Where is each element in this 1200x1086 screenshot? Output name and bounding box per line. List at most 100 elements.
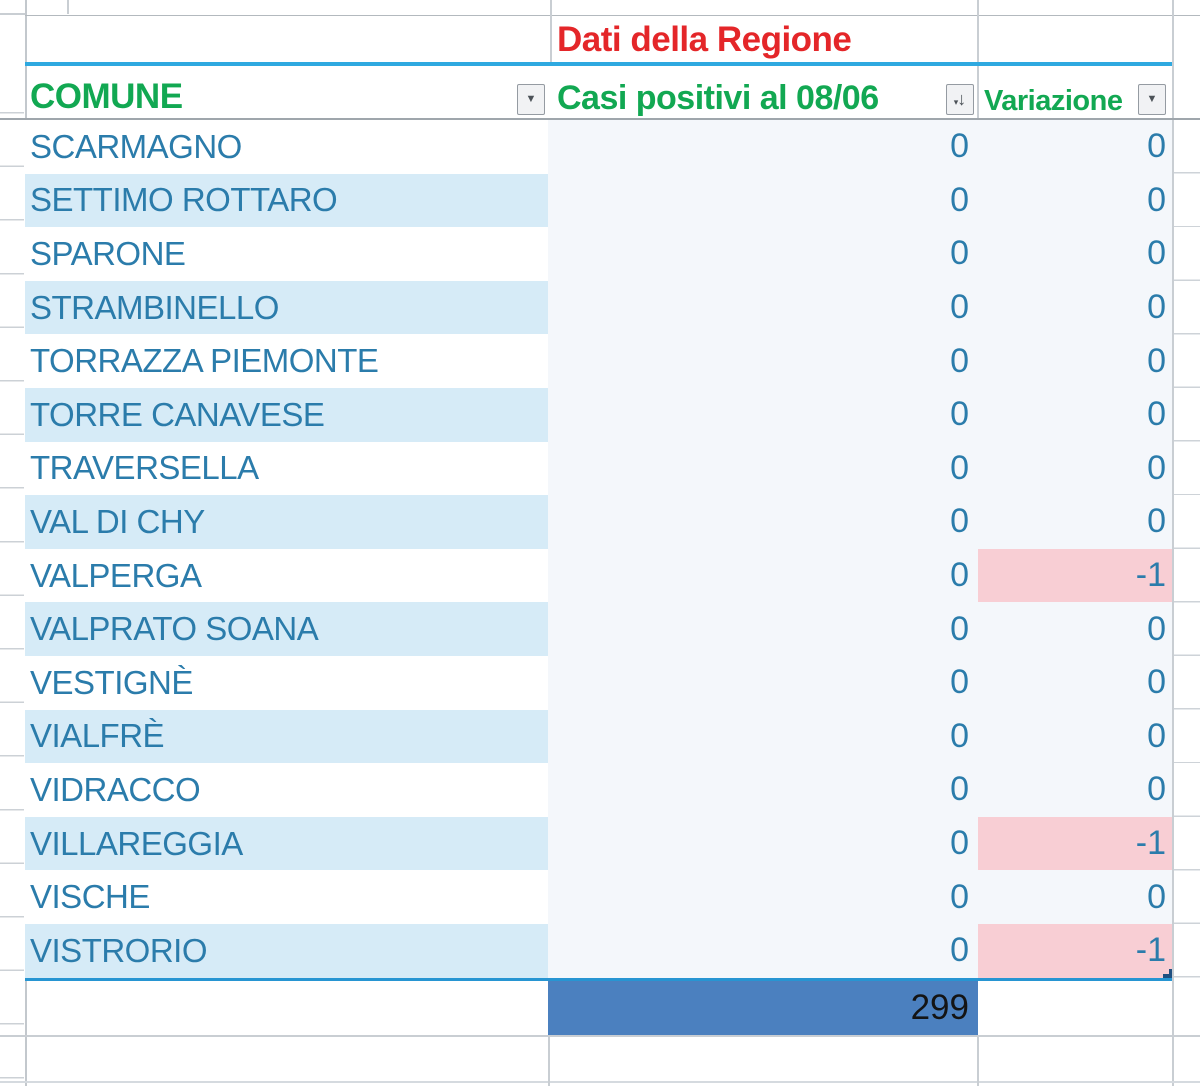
comune-cell[interactable]: STRAMBINELLO	[25, 280, 548, 335]
gridline	[977, 0, 979, 118]
comune-label: TORRAZZA PIEMONTE	[30, 342, 379, 380]
comune-cell[interactable]: VISTRORIO	[25, 923, 548, 978]
casi-cell[interactable]: 0	[548, 816, 978, 871]
comune-label: VILLAREGGIA	[30, 824, 243, 862]
casi-value: 0	[950, 448, 969, 487]
comune-cell[interactable]: TORRAZZA PIEMONTE	[25, 334, 548, 388]
comune-cell[interactable]: SPARONE	[25, 227, 548, 281]
variazione-cell[interactable]: -1	[978, 923, 1172, 978]
casi-cell[interactable]: 0	[548, 923, 978, 978]
right-gutter-gridlines	[1174, 120, 1200, 978]
table-row: TORRAZZA PIEMONTE 0 0	[25, 334, 1172, 388]
comune-cell[interactable]: VIDRACCO	[25, 763, 548, 817]
variazione-value: 0	[1147, 288, 1166, 327]
variazione-value: 0	[1147, 877, 1166, 916]
table-row: SCARMAGNO 0 0	[25, 120, 1172, 174]
variazione-value: 0	[1147, 341, 1166, 380]
casi-cell[interactable]: 0	[548, 763, 978, 817]
table-row: VAL DI CHY 0 0	[25, 495, 1172, 549]
variazione-value: 0	[1147, 395, 1166, 434]
comune-cell[interactable]: SCARMAGNO	[25, 120, 548, 174]
variazione-filter-button[interactable]: ▼	[1138, 84, 1166, 115]
variazione-value: 0	[1147, 127, 1166, 166]
table-bottom-border	[25, 977, 1172, 981]
variazione-cell[interactable]: 0	[978, 441, 1172, 496]
total-cell[interactable]: 299	[548, 981, 978, 1035]
variazione-cell[interactable]: 0	[978, 120, 1172, 174]
table-row: TORRE CANAVESE 0 0	[25, 387, 1172, 442]
left-gutter-gridlines	[0, 112, 24, 1086]
casi-cell[interactable]: 0	[548, 602, 978, 656]
table-resize-handle[interactable]	[1163, 974, 1172, 978]
variazione-cell[interactable]: 0	[978, 709, 1172, 764]
column-header-comune[interactable]: COMUNE	[30, 77, 183, 116]
comune-cell[interactable]: VALPERGA	[25, 548, 548, 603]
variazione-value: 0	[1147, 609, 1166, 648]
comune-cell[interactable]: TRAVERSELLA	[25, 441, 548, 496]
variazione-cell[interactable]: -1	[978, 816, 1172, 871]
casi-sort-filter-button[interactable]: ▾ ↓	[946, 84, 974, 115]
comune-label: VIALFRÈ	[30, 717, 165, 755]
variazione-cell[interactable]: 0	[978, 655, 1172, 710]
comune-label: STRAMBINELLO	[30, 288, 279, 326]
variazione-value: 0	[1147, 234, 1166, 273]
table-row: VISTRORIO 0 -1	[25, 923, 1172, 978]
dropdown-icon: ▼	[525, 93, 537, 105]
table-row: TRAVERSELLA 0 0	[25, 441, 1172, 496]
comune-cell[interactable]: VIALFRÈ	[25, 709, 548, 764]
casi-value: 0	[950, 502, 969, 541]
variazione-value: 0	[1147, 663, 1166, 702]
casi-value: 0	[950, 341, 969, 380]
total-value: 299	[910, 988, 969, 1027]
comune-label: VISCHE	[30, 878, 150, 916]
comune-label: SPARONE	[30, 234, 186, 272]
comune-cell[interactable]: VESTIGNÈ	[25, 655, 548, 710]
casi-cell[interactable]: 0	[548, 441, 978, 496]
comune-label: SETTIMO ROTTARO	[30, 181, 338, 219]
casi-cell[interactable]: 0	[548, 548, 978, 603]
variazione-cell[interactable]: 0	[978, 602, 1172, 656]
comune-filter-button[interactable]: ▼	[517, 84, 545, 115]
casi-cell[interactable]: 0	[548, 227, 978, 281]
column-header-variazione[interactable]: Variazione	[984, 85, 1123, 117]
casi-cell[interactable]: 0	[548, 870, 978, 924]
comune-cell[interactable]: TORRE CANAVESE	[25, 387, 548, 442]
table-resize-handle[interactable]	[1168, 969, 1172, 978]
comune-cell[interactable]: VALPRATO SOANA	[25, 602, 548, 656]
comune-cell[interactable]: VISCHE	[25, 870, 548, 924]
variazione-cell[interactable]: 0	[978, 173, 1172, 228]
casi-cell[interactable]: 0	[548, 334, 978, 388]
column-header-casi-positivi[interactable]: Casi positivi al 08/06	[557, 79, 879, 117]
casi-cell[interactable]: 0	[548, 173, 978, 228]
table-row: STRAMBINELLO 0 0	[25, 280, 1172, 335]
variazione-cell[interactable]: 0	[978, 227, 1172, 281]
table-top-border	[25, 62, 1172, 66]
variazione-cell[interactable]: 0	[978, 280, 1172, 335]
gridline	[550, 0, 552, 62]
casi-cell[interactable]: 0	[548, 655, 978, 710]
casi-cell[interactable]: 0	[548, 709, 978, 764]
table-row: VISCHE 0 0	[25, 870, 1172, 924]
comune-cell[interactable]: VAL DI CHY	[25, 495, 548, 549]
variazione-cell[interactable]: 0	[978, 870, 1172, 924]
table-body: SCARMAGNO 0 0 SETTIMO ROTTARO 0 0 SPARON…	[25, 120, 1172, 978]
variazione-cell[interactable]: 0	[978, 495, 1172, 549]
casi-value: 0	[950, 824, 969, 863]
variazione-value: 0	[1147, 502, 1166, 541]
variazione-cell[interactable]: -1	[978, 548, 1172, 603]
variazione-value: -1	[1135, 824, 1166, 863]
comune-cell[interactable]: SETTIMO ROTTARO	[25, 173, 548, 228]
casi-cell[interactable]: 0	[548, 280, 978, 335]
casi-cell[interactable]: 0	[548, 387, 978, 442]
casi-cell[interactable]: 0	[548, 495, 978, 549]
variazione-cell[interactable]: 0	[978, 334, 1172, 388]
variazione-cell[interactable]: 0	[978, 763, 1172, 817]
casi-cell[interactable]: 0	[548, 120, 978, 174]
comune-cell[interactable]: VILLAREGGIA	[25, 816, 548, 871]
gridline	[67, 0, 69, 14]
casi-value: 0	[950, 180, 969, 219]
casi-value: 0	[950, 931, 969, 970]
casi-value: 0	[950, 556, 969, 595]
variazione-cell[interactable]: 0	[978, 387, 1172, 442]
